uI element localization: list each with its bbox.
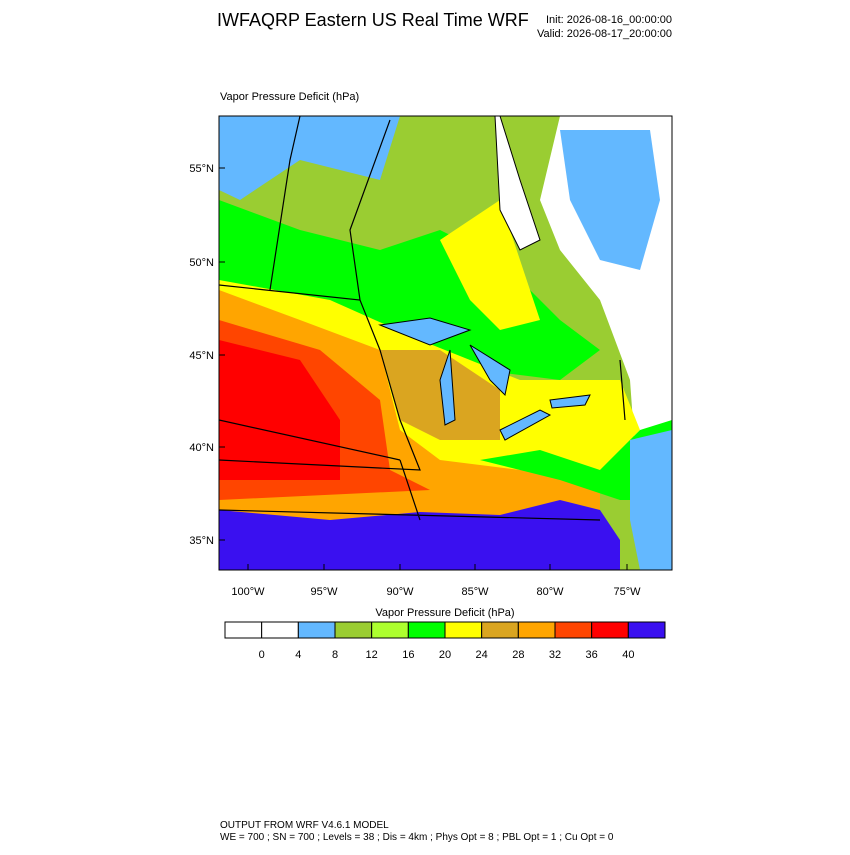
- hudson-bay: [494, 116, 541, 251]
- lat-label: 55°N: [189, 163, 214, 175]
- colorbar-label: 36: [586, 649, 598, 661]
- colorbar-label: 28: [512, 649, 524, 661]
- colorbar-box: [261, 621, 299, 639]
- lon-label: 100°W: [231, 586, 265, 598]
- colorbar-box: [224, 621, 263, 639]
- colorbar-box: [517, 621, 556, 639]
- lon-label: 85°W: [461, 586, 489, 598]
- colorbar-label: 20: [439, 649, 451, 661]
- colorbar-label: 16: [402, 649, 414, 661]
- field-blue-nw: [219, 116, 400, 200]
- lon-label: 95°W: [310, 586, 338, 598]
- title: IWFAQRP Eastern US Real Time WRF: [217, 10, 529, 30]
- lat-label: 50°N: [189, 257, 214, 269]
- colorbar-box: [297, 621, 336, 639]
- lake-ontario: [549, 394, 591, 409]
- colorbar: 0 4 8 12 16 20 24 28 32 36 40: [224, 621, 666, 661]
- map-label: Vapor Pressure Deficit (hPa): [220, 91, 359, 103]
- lat-label: 40°N: [189, 442, 214, 454]
- field-green-east: [480, 420, 672, 500]
- colorbar-box: [371, 621, 409, 639]
- lake-michigan: [439, 349, 456, 426]
- colorbar-box: [591, 621, 629, 639]
- colorbar-label: 4: [295, 649, 301, 661]
- colorbar-title: Vapor Pressure Deficit (hPa): [375, 607, 514, 619]
- graticule-labels: 55°N 50°N 45°N 40°N 35°N 100°W 95°W 90°W 85°W 80°…: [189, 163, 641, 598]
- colorbar-label: 8: [332, 649, 338, 661]
- colorbar-label: 40: [622, 649, 634, 661]
- colorbar-label: 12: [366, 649, 378, 661]
- field-blue-ne: [560, 130, 660, 270]
- colorbar-box: [334, 621, 373, 639]
- lake-huron: [469, 344, 511, 397]
- colorbar-label: 0: [259, 649, 265, 661]
- colorbar-label: 32: [549, 649, 561, 661]
- field-gold: [380, 350, 500, 440]
- colorbar-label: 24: [476, 649, 488, 661]
- lake-erie: [499, 409, 552, 441]
- map-field: [219, 116, 672, 570]
- lat-label: 35°N: [189, 535, 214, 547]
- colorbar-box: [481, 621, 519, 639]
- colorbar-box: [407, 621, 446, 639]
- field-red: [219, 340, 340, 480]
- colorbar-box: [554, 621, 593, 639]
- init-time: Init: 2026-08-16_00:00:00: [546, 14, 672, 26]
- lon-label: 75°W: [613, 586, 641, 598]
- lon-label: 90°W: [386, 586, 414, 598]
- field-ocean: [630, 430, 672, 570]
- map-frame: [218, 115, 673, 571]
- colorbar-box: [627, 621, 666, 639]
- footer-line-2: WE = 700 ; SN = 700 ; Levels = 38 ; Dis …: [220, 832, 614, 843]
- lat-label: 45°N: [189, 350, 214, 362]
- field-yellow-n: [440, 200, 540, 330]
- field-green: [219, 200, 600, 380]
- colorbar-box: [444, 621, 483, 639]
- borders: [219, 116, 626, 521]
- footer-line-1: OUTPUT FROM WRF V4.6.1 MODEL: [220, 820, 389, 831]
- lon-label: 80°W: [536, 586, 564, 598]
- lake-superior: [378, 317, 472, 346]
- valid-time: Valid: 2026-08-17_20:00:00: [537, 28, 672, 40]
